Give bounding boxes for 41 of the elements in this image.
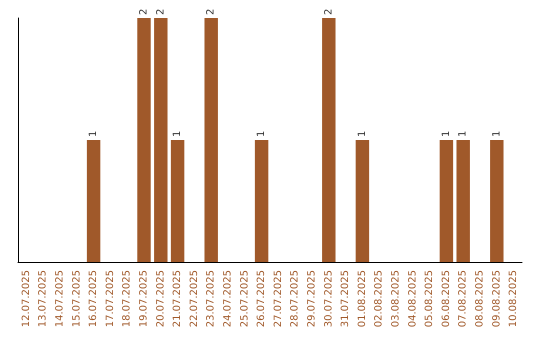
x-tick-label: 02.08.2025: [374, 270, 385, 328]
x-tick-label: 22.07.2025: [188, 270, 200, 328]
x-tick-label: 18.07.2025: [122, 270, 133, 328]
data-label: 2: [155, 8, 166, 15]
data-label: 1: [491, 130, 502, 137]
x-tick-label: 09.08.2025: [491, 270, 502, 328]
x-tick-label: 24.07.2025: [222, 270, 234, 328]
x-tick-label: 10.08.2025: [508, 270, 520, 328]
x-tick-label: 31.07.2025: [340, 270, 352, 328]
data-label: 1: [458, 130, 469, 137]
x-tick-label: 15.07.2025: [71, 270, 82, 328]
x-tick-label: 21.07.2025: [172, 270, 184, 328]
x-tick-label: 06.08.2025: [440, 270, 452, 328]
x-tick-label: 14.07.2025: [54, 270, 66, 328]
data-label: 2: [206, 8, 217, 15]
x-tick-label: 08.08.2025: [474, 270, 486, 328]
data-label: 2: [138, 8, 150, 15]
x-tick-label: 04.08.2025: [407, 270, 418, 328]
x-tick-label: 03.08.2025: [390, 270, 402, 328]
data-label: 1: [172, 130, 184, 137]
x-tick-label: 29.07.2025: [306, 270, 318, 328]
data-label: 1: [356, 130, 368, 137]
data-label: 1: [256, 130, 268, 137]
x-tick-label: 13.07.2025: [38, 270, 49, 328]
x-tick-label: 01.08.2025: [356, 270, 368, 328]
x-tick-label: 23.07.2025: [206, 270, 217, 328]
data-label: 1: [440, 130, 452, 137]
data-label: 2: [323, 8, 334, 15]
x-tick-label: 19.07.2025: [138, 270, 150, 328]
x-tick-label: 16.07.2025: [88, 270, 100, 328]
x-tick-label: 25.07.2025: [239, 270, 250, 328]
x-tick-label: 05.08.2025: [424, 270, 436, 328]
x-tick-label: 07.08.2025: [458, 270, 469, 328]
x-tick-label: 27.07.2025: [272, 270, 284, 328]
x-tick-label: 20.07.2025: [155, 270, 166, 328]
x-tick-label: 28.07.2025: [290, 270, 301, 328]
x-tick-label: 12.07.2025: [20, 270, 32, 328]
x-tick-label: 30.07.2025: [323, 270, 334, 328]
data-label: 1: [88, 130, 100, 137]
x-tick-label: 26.07.2025: [256, 270, 268, 328]
x-tick-label: 17.07.2025: [104, 270, 116, 328]
